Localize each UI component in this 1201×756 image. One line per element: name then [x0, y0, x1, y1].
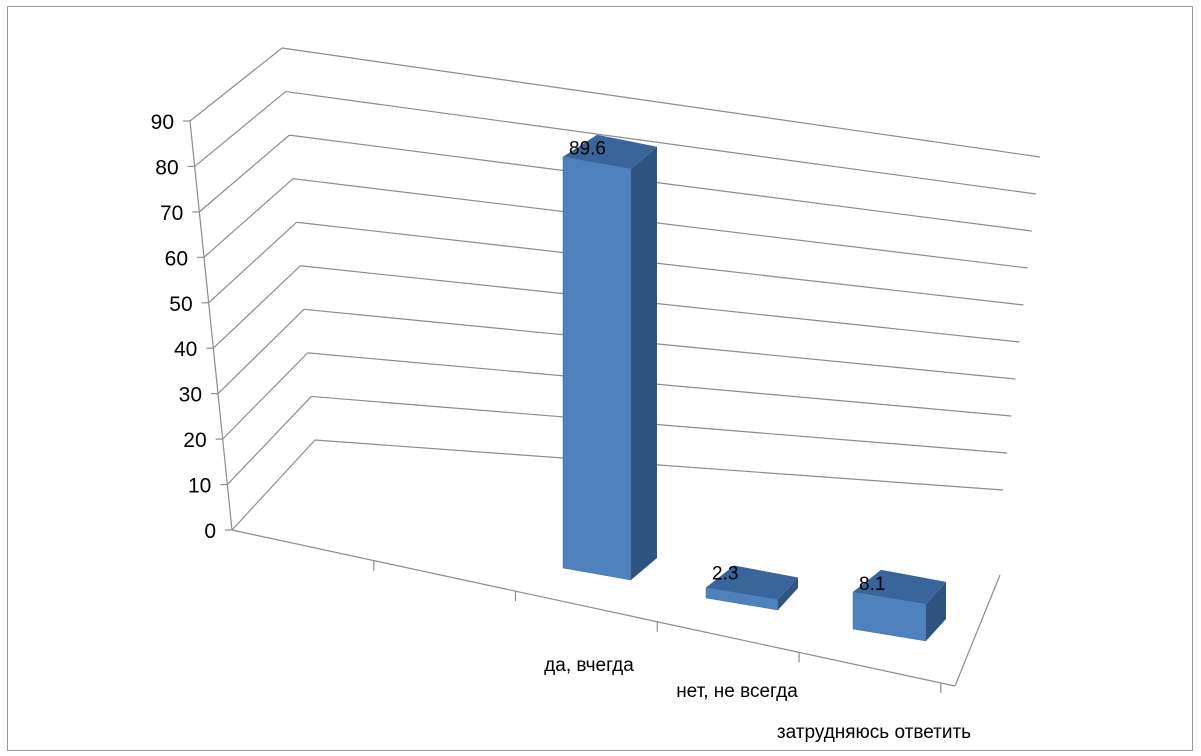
y-tick-label: 20: [183, 429, 206, 452]
gridline-side: [208, 221, 298, 304]
bar-side: [778, 577, 798, 610]
gridline-side: [226, 396, 312, 485]
gridline-back: [285, 90, 1036, 195]
gridline-side: [212, 265, 301, 349]
gridline-back: [281, 47, 1041, 158]
x-axis-categories: да, вчегда нет, не всегда затрудняюсь отве…: [544, 655, 971, 743]
gridline-side: [189, 47, 283, 122]
gridline-side: [198, 134, 290, 213]
gridline-side: [231, 439, 316, 531]
data-label: 8.1: [859, 574, 885, 595]
y-tick-label: 30: [179, 384, 202, 407]
gridline-back: [296, 221, 1024, 306]
y-tick-label: 90: [151, 111, 174, 134]
data-label: 2.3: [712, 563, 738, 584]
y-tick-label: 70: [160, 202, 183, 225]
bar-front: [562, 156, 632, 581]
data-label: 89.6: [569, 139, 606, 160]
bar-top: [706, 565, 798, 600]
bar-top: [853, 569, 946, 604]
y-axis-ticks: 0 10 20 30 40 50 60 70 80 90: [151, 111, 232, 543]
gridline-back: [314, 439, 1004, 491]
y-tick-label: 50: [169, 293, 192, 316]
gridline-side: [203, 178, 294, 258]
y-axis-line: [189, 120, 233, 531]
gridline-side: [194, 91, 287, 167]
x-category-label: затрудняюсь ответить: [777, 722, 971, 743]
gridline-back: [292, 178, 1028, 269]
x-category-label: да, вчегда: [544, 655, 634, 676]
x-category-label: нет, не всегда: [676, 681, 798, 702]
bar-top: [563, 134, 657, 169]
gridline-back: [300, 265, 1020, 343]
gridline-back: [307, 352, 1012, 417]
y-tick-label: 40: [174, 338, 197, 361]
y-tick-label: 80: [155, 156, 178, 179]
gridline-back: [303, 308, 1016, 380]
bar-side: [926, 581, 946, 641]
y-tick-label: 60: [165, 247, 188, 270]
y-tick-label: 10: [188, 475, 211, 498]
floor-edge-right: [954, 574, 1001, 687]
gridlines: [189, 47, 1041, 531]
bars: 89.6 2.3 8.1: [562, 134, 946, 642]
axes: [189, 120, 1001, 693]
gridline-side: [217, 308, 305, 395]
gridline-back: [311, 395, 1008, 454]
y-tick-label: 0: [204, 520, 216, 543]
gridline-back: [289, 134, 1032, 232]
bar-side: [631, 146, 657, 580]
gridline-side: [222, 352, 309, 440]
x-axis-line: [231, 529, 956, 687]
